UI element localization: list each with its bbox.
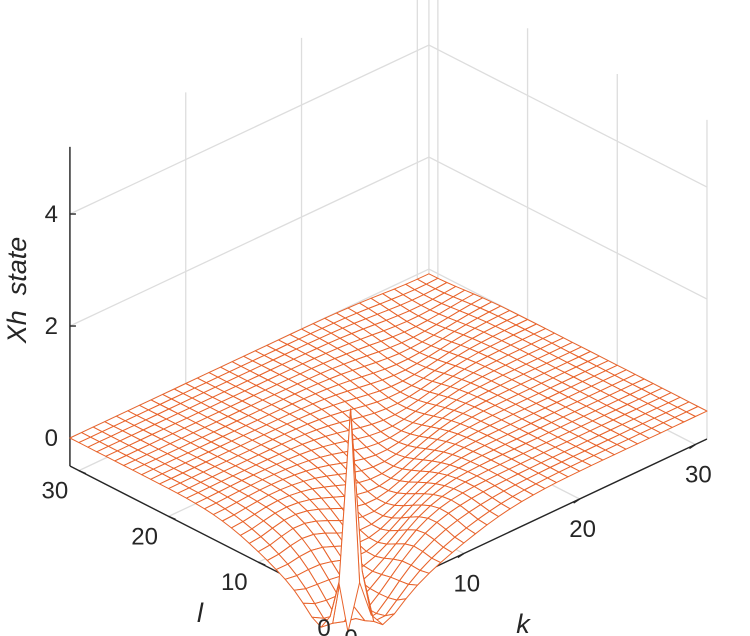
z-tick-label: 2 [45,313,58,340]
x-tick-label: 30 [685,462,712,489]
x-tick-label: 0 [344,625,357,636]
surface-cell [338,408,361,633]
y-tick-mark [78,469,87,475]
x-axis-label: k [516,609,531,636]
z-tick-label: 0 [45,425,58,452]
grid-line [428,156,708,300]
tick-labels: 0 10 20 30 0 10 20 30 0 2 4 [42,201,712,636]
grid-line [428,44,708,188]
y-tick-mark [168,515,176,521]
y-axis-label: l [197,598,204,628]
z-tick-label: 4 [45,201,58,228]
grid-line [69,156,430,327]
x-tick-mark [689,443,696,450]
x-tick-label: 10 [453,571,480,598]
y-tick-label: 0 [317,615,330,636]
x-tick-label: 20 [569,516,596,543]
x-tick-mark [457,552,465,559]
y-tick-mark [258,561,266,566]
y-tick-label: 10 [221,569,248,596]
surface-mesh [69,273,708,633]
grid-line [69,44,430,215]
y-tick-label: 30 [42,478,69,505]
z-axis-label: Xh state [2,237,32,345]
x-tick-mark [573,498,580,504]
y-tick-label: 20 [131,523,158,550]
